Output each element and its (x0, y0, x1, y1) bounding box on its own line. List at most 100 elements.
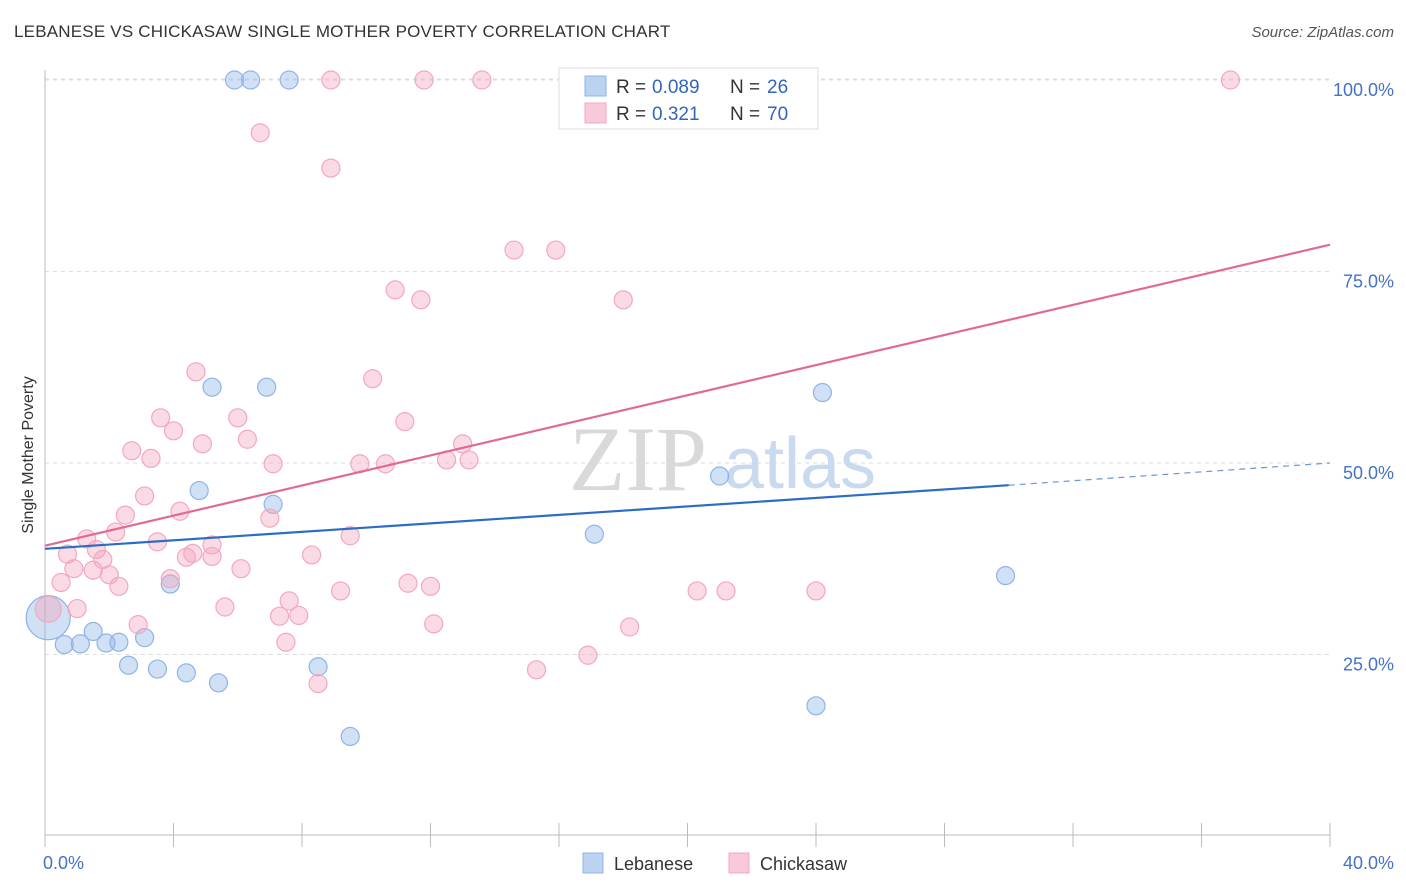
point-chickasaw (578, 645, 598, 665)
point-chickasaw (237, 429, 257, 449)
bottom-legend: Lebanese Chickasaw (582, 852, 848, 874)
point-chickasaw (330, 581, 351, 601)
legend-n-value: 70 (767, 104, 788, 125)
point-chickasaw (163, 421, 184, 441)
legend-r-value: 0.089 (652, 77, 700, 98)
point-chickasaw (613, 290, 633, 310)
point-chickasaw (160, 569, 180, 589)
point-chickasaw (106, 522, 126, 542)
point-chickasaw (398, 573, 418, 593)
point-lebanese (147, 659, 168, 679)
point-chickasaw (141, 448, 161, 469)
trend-lines (44, 243, 1331, 550)
point-chickasaw (716, 581, 736, 601)
legend-n-label: N = (730, 104, 760, 125)
point-chickasaw (109, 576, 129, 596)
y-tick-label: 50.0% (1343, 463, 1394, 483)
point-chickasaw (51, 572, 71, 593)
point-chickasaw (134, 486, 155, 506)
point-lebanese (202, 377, 222, 397)
watermark: ZIP atlas (569, 408, 876, 510)
point-lebanese (118, 655, 139, 675)
point-chickasaw (186, 362, 206, 382)
y-tick-label: 75.0% (1343, 272, 1394, 292)
point-lebanese (109, 632, 129, 652)
point-lebanese (54, 634, 74, 655)
point-lebanese (83, 621, 103, 642)
point-chickasaw (231, 559, 251, 579)
point-lebanese (584, 524, 604, 544)
axes (44, 70, 1331, 847)
point-chickasaw (363, 369, 383, 389)
point-chickasaw (424, 614, 444, 634)
point-chickasaw (302, 545, 322, 565)
legend-r-label: R = (616, 104, 646, 125)
point-chickasaw (1220, 70, 1241, 90)
point-chickasaw (321, 158, 341, 178)
point-chickasaw (250, 123, 270, 143)
point-chickasaw (263, 454, 283, 474)
point-chickasaw (620, 617, 640, 637)
point-chickasaw (115, 505, 135, 525)
bottom-legend-label: Chickasaw (760, 854, 848, 874)
bottom-legend-label: Lebanese (614, 854, 693, 874)
point-chickasaw (269, 606, 290, 626)
point-lebanese (257, 377, 277, 397)
legend: R = 0.089 N = 26 R = 0.321 N = 70 (558, 67, 819, 130)
point-lebanese (176, 663, 196, 683)
point-chickasaw (411, 290, 431, 310)
point-chickasaw (459, 450, 479, 470)
point-lebanese (995, 566, 1016, 586)
point-chickasaw (526, 660, 547, 680)
legend-n-value: 26 (767, 77, 788, 98)
y-tick-label: 25.0% (1343, 655, 1394, 675)
point-chickasaw (228, 408, 248, 428)
point-chickasaw (546, 240, 566, 260)
point-chickasaw (202, 535, 222, 555)
point-chickasaw (122, 441, 142, 461)
y-tick-label: 100.0% (1333, 80, 1394, 100)
trend-line-chickasaw (44, 243, 1331, 547)
point-lebanese (208, 673, 229, 693)
legend-swatch (584, 102, 607, 124)
point-lebanese (812, 382, 833, 403)
point-lebanese (241, 70, 261, 90)
point-lebanese (340, 726, 360, 747)
point-chickasaw (151, 408, 171, 428)
x-tick-label: 0.0% (43, 853, 84, 873)
point-chickasaw (806, 581, 826, 601)
point-chickasaw (420, 576, 441, 596)
watermark-atlas: atlas (724, 424, 876, 504)
trend-extension-lebanese (1008, 462, 1331, 486)
point-chickasaw (276, 632, 296, 652)
point-chickasaw (128, 615, 148, 635)
point-chickasaw (321, 70, 341, 90)
point-lebanese (279, 70, 299, 90)
point-lebanese (160, 574, 180, 594)
point-chickasaw (414, 70, 434, 90)
point-chickasaw (34, 595, 62, 623)
point-lebanese (308, 657, 328, 677)
point-chickasaw (67, 598, 87, 619)
point-chickasaw (504, 240, 524, 260)
source-label: Source: ZipAtlas.com (1251, 24, 1394, 41)
point-lebanese (189, 480, 209, 501)
point-chickasaw (215, 597, 235, 617)
point-chickasaw (385, 280, 405, 300)
point-chickasaw (183, 543, 203, 563)
point-chickasaw (260, 508, 280, 528)
point-chickasaw (340, 526, 360, 546)
legend-n-label: N = (730, 77, 760, 98)
trend-line-lebanese (44, 484, 1009, 550)
legend-r-value: 0.321 (652, 104, 700, 125)
point-lebanese (224, 70, 245, 90)
point-lebanese (710, 466, 730, 486)
tick-labels: 25.0% 50.0% 75.0% 100.0% 0.0% 40.0% (43, 80, 1394, 873)
point-chickasaw (395, 412, 415, 432)
point-chickasaw (687, 581, 707, 601)
data-points (25, 70, 1241, 747)
point-chickasaw (289, 605, 309, 626)
point-chickasaw (170, 501, 190, 521)
bottom-legend-swatch (582, 852, 604, 874)
